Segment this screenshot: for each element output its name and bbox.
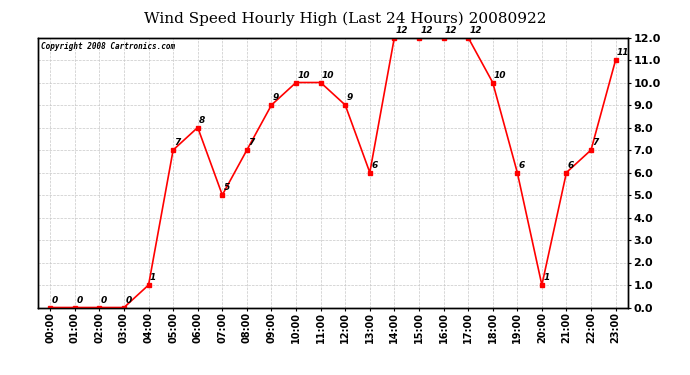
Text: 8: 8 bbox=[199, 116, 206, 125]
Text: Copyright 2008 Cartronics.com: Copyright 2008 Cartronics.com bbox=[41, 42, 175, 51]
Text: 6: 6 bbox=[568, 161, 574, 170]
Text: 0: 0 bbox=[76, 296, 83, 305]
Text: 0: 0 bbox=[101, 296, 107, 305]
Text: 9: 9 bbox=[273, 93, 279, 102]
Text: 9: 9 bbox=[346, 93, 353, 102]
Text: 10: 10 bbox=[297, 71, 310, 80]
Text: 7: 7 bbox=[593, 138, 599, 147]
Text: 7: 7 bbox=[175, 138, 181, 147]
Text: 1: 1 bbox=[150, 273, 156, 282]
Text: 10: 10 bbox=[322, 71, 335, 80]
Text: 1: 1 bbox=[543, 273, 549, 282]
Text: 11: 11 bbox=[617, 48, 629, 57]
Text: 0: 0 bbox=[52, 296, 58, 305]
Text: 5: 5 bbox=[224, 183, 230, 192]
Text: 12: 12 bbox=[469, 26, 482, 35]
Text: 0: 0 bbox=[126, 296, 132, 305]
Text: 12: 12 bbox=[445, 26, 457, 35]
Text: 7: 7 bbox=[248, 138, 255, 147]
Text: 6: 6 bbox=[371, 161, 377, 170]
Text: 12: 12 bbox=[420, 26, 433, 35]
Text: 12: 12 bbox=[396, 26, 408, 35]
Text: 10: 10 bbox=[494, 71, 506, 80]
Text: 6: 6 bbox=[519, 161, 525, 170]
Text: Wind Speed Hourly High (Last 24 Hours) 20080922: Wind Speed Hourly High (Last 24 Hours) 2… bbox=[144, 11, 546, 26]
